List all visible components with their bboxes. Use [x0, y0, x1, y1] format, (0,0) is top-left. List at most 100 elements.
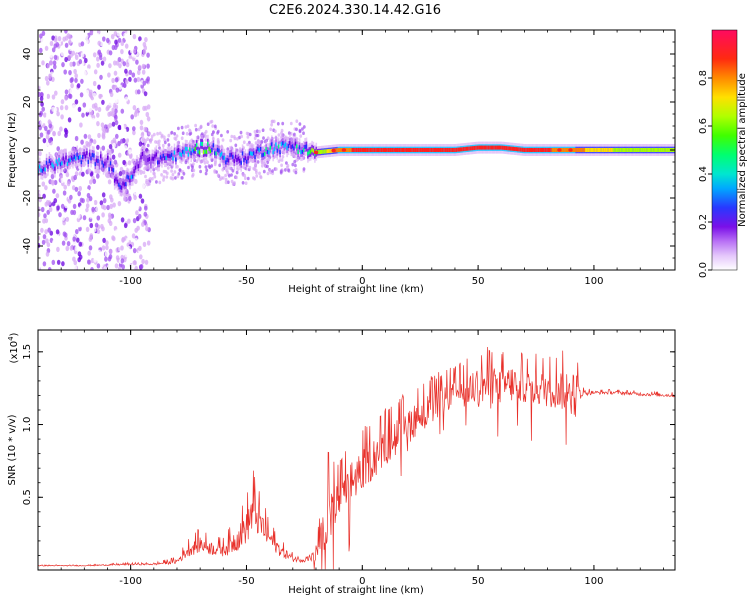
heatmap-speckle — [39, 47, 43, 54]
heatmap-speckle — [132, 48, 137, 54]
ridge-core — [551, 148, 554, 152]
ridge-core — [546, 148, 548, 152]
heatmap-speckle — [269, 127, 273, 132]
ridge-core — [430, 148, 433, 152]
heatmap-speckle — [114, 39, 118, 45]
heatmap-speckle — [110, 208, 114, 214]
ridge-core — [643, 148, 646, 152]
heatmap-speckle — [162, 178, 165, 182]
heatmap-speckle — [116, 31, 121, 37]
heatmap-speckle — [80, 139, 84, 145]
heatmap-speckle — [124, 134, 128, 140]
heatmap-speckle — [85, 203, 90, 209]
ridge-core — [448, 148, 451, 152]
heatmap-speckle — [279, 169, 283, 173]
ridge-core — [148, 157, 151, 161]
ridge-core — [61, 161, 63, 166]
heatmap-speckle — [64, 129, 69, 135]
heatmap-speckle — [120, 245, 124, 251]
heatmap-speckle — [146, 116, 151, 122]
ridge-core — [535, 148, 537, 152]
heatmap-speckle — [129, 140, 134, 146]
ridge-core — [600, 148, 602, 152]
ridge-core — [155, 152, 158, 157]
heatmap-speckle — [112, 202, 116, 208]
heatmap-speckle — [78, 226, 82, 232]
ridge-core — [471, 146, 473, 151]
ridge-core — [586, 148, 589, 152]
heatmap-speckle — [239, 130, 243, 135]
heatmap-speckle — [132, 105, 137, 111]
ridge-core — [393, 148, 395, 152]
snr-series-line — [38, 346, 675, 570]
ridge-core — [95, 158, 98, 163]
heatmap-speckle — [256, 160, 260, 164]
heatmap-speckle — [112, 137, 117, 143]
heatmap-speckle — [38, 206, 41, 212]
heatmap-speckle — [121, 169, 126, 175]
ridge-core — [134, 165, 137, 170]
heatmap-speckle — [62, 220, 66, 226]
ridge-core — [244, 156, 247, 161]
heatmap-speckle — [151, 177, 154, 181]
ridge-core — [132, 174, 134, 179]
heatmap-speckle — [43, 213, 47, 219]
heatmap-speckle — [96, 56, 100, 62]
ridge-core — [617, 148, 619, 152]
heatmap-speckle — [46, 129, 51, 135]
heatmap-speckle — [53, 37, 58, 43]
heatmap-speckle — [96, 112, 100, 118]
heatmap-speckle — [184, 125, 188, 129]
ridge-core — [391, 148, 394, 152]
heatmap-speckle — [111, 77, 115, 84]
ridge-core — [608, 148, 611, 152]
heatmap-speckle — [240, 134, 244, 139]
heatmap-speckle — [45, 199, 50, 206]
heatmap-speckle — [146, 143, 150, 148]
heatmap-speckle — [81, 112, 85, 118]
heatmap-speckle — [143, 91, 148, 97]
heatmap-speckle — [112, 142, 116, 148]
ridge-core — [108, 167, 110, 172]
heatmap-speckle — [256, 133, 260, 138]
ridge-core — [525, 148, 527, 152]
heatmap-speckle — [294, 170, 298, 175]
ridge-core — [619, 148, 622, 152]
heatmap-speckle — [142, 41, 147, 48]
heatmap-speckle — [99, 55, 103, 61]
heatmap-speckle — [280, 163, 283, 168]
ridge-core — [177, 148, 180, 152]
ridge-core — [635, 148, 637, 152]
heatmap-speckle — [144, 174, 147, 179]
heatmap-speckle — [127, 40, 131, 46]
heatmap-speckle — [128, 149, 132, 155]
heatmap-speckle — [204, 138, 208, 142]
heatmap-speckle — [176, 174, 180, 179]
ridge-core — [468, 146, 470, 151]
heatmap-speckle — [139, 125, 144, 131]
heatmap-speckle — [64, 105, 69, 111]
heatmap-speckle — [192, 162, 195, 166]
ridge-core — [164, 156, 166, 161]
heatmap-speckle — [157, 142, 161, 147]
ridge-core — [400, 148, 402, 152]
ridge-core — [222, 155, 224, 160]
ridge-core — [246, 159, 248, 164]
heatmap-speckle — [82, 102, 87, 108]
ridge-core — [486, 145, 488, 150]
heatmap-speckle — [228, 166, 232, 171]
heatmap-speckle — [106, 104, 110, 110]
heatmap-speckle — [143, 211, 148, 217]
heatmap-speckle — [107, 72, 111, 78]
ridge-core — [522, 147, 525, 152]
ridge-core — [158, 160, 160, 165]
heatmap-speckle — [78, 254, 83, 260]
ridge-core — [555, 148, 558, 152]
heatmap-speckle — [89, 30, 94, 36]
ridge-core — [43, 167, 45, 172]
heatmap-speckle — [124, 202, 128, 208]
heatmap-speckle — [77, 191, 81, 197]
heatmap-speckle — [210, 132, 214, 137]
ridge-core — [98, 162, 101, 167]
heatmap-speckle — [138, 181, 142, 187]
